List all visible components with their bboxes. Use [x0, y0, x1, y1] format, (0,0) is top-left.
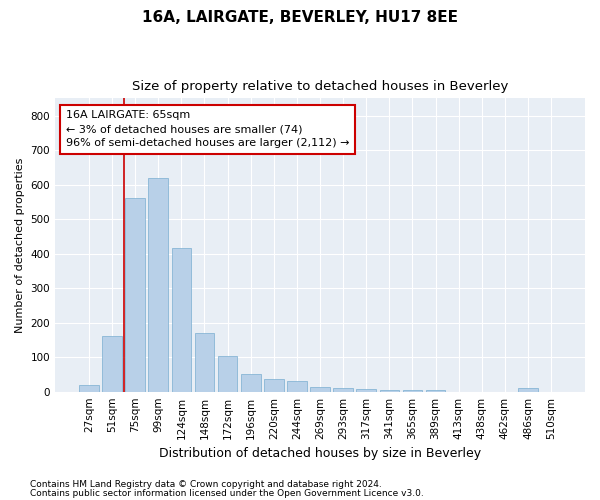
- Title: Size of property relative to detached houses in Beverley: Size of property relative to detached ho…: [132, 80, 508, 93]
- Bar: [310, 387, 330, 392]
- Bar: [287, 381, 307, 392]
- Bar: [125, 198, 145, 392]
- Bar: [380, 390, 399, 392]
- Bar: [79, 386, 99, 392]
- Bar: [241, 374, 260, 392]
- Bar: [334, 388, 353, 392]
- Bar: [172, 248, 191, 392]
- Bar: [194, 333, 214, 392]
- Bar: [356, 390, 376, 392]
- Bar: [403, 390, 422, 392]
- Bar: [218, 356, 238, 392]
- X-axis label: Distribution of detached houses by size in Beverley: Distribution of detached houses by size …: [159, 447, 481, 460]
- Bar: [518, 388, 538, 392]
- Y-axis label: Number of detached properties: Number of detached properties: [15, 158, 25, 332]
- Text: Contains HM Land Registry data © Crown copyright and database right 2024.: Contains HM Land Registry data © Crown c…: [30, 480, 382, 489]
- Text: 16A LAIRGATE: 65sqm
← 3% of detached houses are smaller (74)
96% of semi-detache: 16A LAIRGATE: 65sqm ← 3% of detached hou…: [65, 110, 349, 148]
- Text: 16A, LAIRGATE, BEVERLEY, HU17 8EE: 16A, LAIRGATE, BEVERLEY, HU17 8EE: [142, 10, 458, 25]
- Bar: [102, 336, 122, 392]
- Bar: [148, 178, 168, 392]
- Text: Contains public sector information licensed under the Open Government Licence v3: Contains public sector information licen…: [30, 488, 424, 498]
- Bar: [264, 378, 284, 392]
- Bar: [426, 390, 445, 392]
